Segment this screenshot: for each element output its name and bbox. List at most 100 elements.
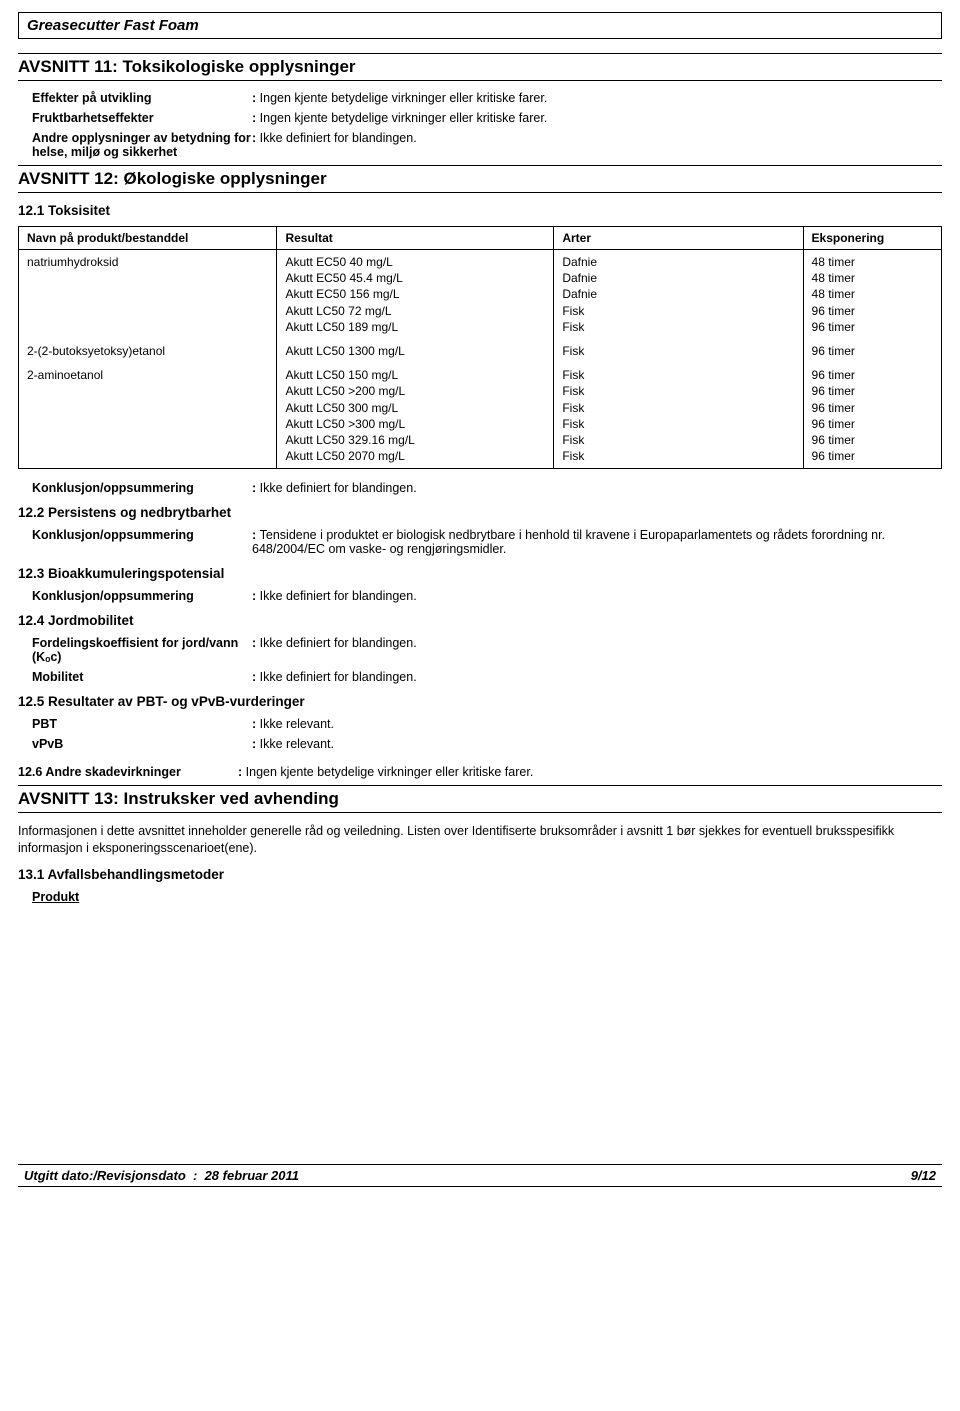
section-12-heading: AVSNITT 12: Økologiske opplysninger bbox=[18, 165, 942, 193]
kv-row: PBT Ikke relevant. bbox=[18, 717, 942, 731]
sub-12-4: 12.4 Jordmobilitet bbox=[18, 613, 942, 628]
kv-key-pbt: PBT bbox=[32, 717, 252, 731]
exposure-line: 96 timer bbox=[812, 383, 933, 399]
kv-val-pbt: Ikke relevant. bbox=[252, 717, 942, 731]
species-line: Fisk bbox=[562, 343, 794, 359]
conclusion-val: Ikke definiert for blandingen. bbox=[252, 589, 942, 603]
conclusion-key: Konklusjon/oppsummering bbox=[32, 528, 252, 556]
td-resultat: Akutt LC50 150 mg/L Akutt LC50 >200 mg/L… bbox=[277, 363, 554, 469]
exposure-line: 96 timer bbox=[812, 367, 933, 383]
td-name: 2-(2-butoksyetoksy)etanol bbox=[19, 339, 277, 363]
kv-row-conclusion-12-1: Konklusjon/oppsummering Ikke definiert f… bbox=[18, 481, 942, 495]
exposure-line: 96 timer bbox=[812, 343, 933, 359]
exposure-line: 96 timer bbox=[812, 400, 933, 416]
species-line: Fisk bbox=[562, 416, 794, 432]
kv-val-andre: Ikke definiert for blandingen. bbox=[252, 131, 942, 159]
result-line: Akutt LC50 >200 mg/L bbox=[285, 383, 545, 399]
species-line: Fisk bbox=[562, 319, 794, 335]
species-line: Fisk bbox=[562, 432, 794, 448]
conclusion-val: Tensidene i produktet er biologisk nedbr… bbox=[252, 528, 942, 556]
kv-key-fruktbarhet: Fruktbarhetseffekter bbox=[32, 111, 252, 125]
th-eksponering: Eksponering bbox=[803, 227, 941, 250]
td-resultat: Akutt EC50 40 mg/L Akutt EC50 45.4 mg/L … bbox=[277, 250, 554, 339]
kv-key-vpvb: vPvB bbox=[32, 737, 252, 751]
exposure-line: 96 timer bbox=[812, 432, 933, 448]
th-resultat: Resultat bbox=[277, 227, 554, 250]
section-11-heading: AVSNITT 11: Toksikologiske opplysninger bbox=[18, 53, 942, 81]
result-line: Akutt EC50 45.4 mg/L bbox=[285, 270, 545, 286]
exposure-line: 48 timer bbox=[812, 286, 933, 302]
sub-12-1: 12.1 Toksisitet bbox=[18, 203, 942, 218]
td-name: natriumhydroksid bbox=[19, 250, 277, 339]
kv-key-mobilitet: Mobilitet bbox=[32, 670, 252, 684]
conclusion-key: Konklusjon/oppsummering bbox=[32, 589, 252, 603]
kv-val-effekter: Ingen kjente betydelige virkninger eller… bbox=[252, 91, 942, 105]
page-footer: Utgitt dato:/Revisjonsdato 28 februar 20… bbox=[18, 1164, 942, 1187]
exposure-line: 48 timer bbox=[812, 270, 933, 286]
table-row: natriumhydroksid Akutt EC50 40 mg/L Akut… bbox=[19, 250, 942, 339]
species-line: Dafnie bbox=[562, 286, 794, 302]
kv-row: Andre opplysninger av betydning for hels… bbox=[18, 131, 942, 159]
td-arter: Fisk bbox=[554, 339, 803, 363]
kv-val-andre-skade: Ingen kjente betydelige virkninger eller… bbox=[238, 765, 942, 779]
td-resultat: Akutt LC50 1300 mg/L bbox=[277, 339, 554, 363]
kv-val-koc: Ikke definiert for blandingen. bbox=[252, 636, 942, 664]
doc-title: Greasecutter Fast Foam bbox=[18, 12, 942, 39]
conclusion-val: Ikke definiert for blandingen. bbox=[252, 481, 942, 495]
exposure-line: 96 timer bbox=[812, 319, 933, 335]
species-line: Dafnie bbox=[562, 254, 794, 270]
td-eksp: 96 timer bbox=[803, 339, 941, 363]
kv-key-koc: Fordelingskoeffisient for jord/vann (Kₒc… bbox=[32, 636, 252, 664]
substance-name: 2-(2-butoksyetoksy)etanol bbox=[27, 343, 268, 359]
kv-row: Mobilitet Ikke definiert for blandingen. bbox=[18, 670, 942, 684]
section-13-intro: Informasjonen i dette avsnittet innehold… bbox=[18, 823, 942, 857]
toxicity-table: Navn på produkt/bestanddel Resultat Arte… bbox=[18, 226, 942, 469]
td-arter: Fisk Fisk Fisk Fisk Fisk Fisk bbox=[554, 363, 803, 469]
table-row: 2-(2-butoksyetoksy)etanol Akutt LC50 130… bbox=[19, 339, 942, 363]
substance-name: natriumhydroksid bbox=[27, 254, 268, 270]
conclusion-key: Konklusjon/oppsummering bbox=[32, 481, 252, 495]
exposure-line: 48 timer bbox=[812, 254, 933, 270]
footer-page: 9/12 bbox=[911, 1168, 936, 1183]
sub-12-5: 12.5 Resultater av PBT- og vPvB-vurderin… bbox=[18, 694, 942, 709]
kv-val-vpvb: Ikke relevant. bbox=[252, 737, 942, 751]
td-arter: Dafnie Dafnie Dafnie Fisk Fisk bbox=[554, 250, 803, 339]
exposure-line: 96 timer bbox=[812, 416, 933, 432]
kv-val-fruktbarhet: Ingen kjente betydelige virkninger eller… bbox=[252, 111, 942, 125]
result-line: Akutt LC50 >300 mg/L bbox=[285, 416, 545, 432]
th-name: Navn på produkt/bestanddel bbox=[19, 227, 277, 250]
result-line: Akutt LC50 150 mg/L bbox=[285, 367, 545, 383]
section-13-heading: AVSNITT 13: Instruksker ved avhending bbox=[18, 785, 942, 813]
result-line: Akutt LC50 300 mg/L bbox=[285, 400, 545, 416]
th-arter: Arter bbox=[554, 227, 803, 250]
kv-val-mobilitet: Ikke definiert for blandingen. bbox=[252, 670, 942, 684]
species-line: Fisk bbox=[562, 303, 794, 319]
result-line: Akutt EC50 156 mg/L bbox=[285, 286, 545, 302]
result-line: Akutt LC50 72 mg/L bbox=[285, 303, 545, 319]
sub-13-1-produkt: Produkt bbox=[32, 890, 942, 904]
species-line: Fisk bbox=[562, 448, 794, 464]
td-name: 2-aminoetanol bbox=[19, 363, 277, 469]
kv-key-effekter: Effekter på utvikling bbox=[32, 91, 252, 105]
footer-label: Utgitt dato:/Revisjonsdato bbox=[24, 1168, 193, 1183]
table-row: 2-aminoetanol Akutt LC50 150 mg/L Akutt … bbox=[19, 363, 942, 469]
sub-13-1: 13.1 Avfallsbehandlingsmetoder bbox=[18, 867, 942, 882]
kv-row-12-6: 12.6 Andre skadevirkninger Ingen kjente … bbox=[18, 765, 942, 779]
substance-name: 2-aminoetanol bbox=[27, 367, 268, 383]
species-line: Fisk bbox=[562, 367, 794, 383]
exposure-line: 96 timer bbox=[812, 303, 933, 319]
result-line: Akutt EC50 40 mg/L bbox=[285, 254, 545, 270]
kv-row: vPvB Ikke relevant. bbox=[18, 737, 942, 751]
td-eksp: 48 timer 48 timer 48 timer 96 timer 96 t… bbox=[803, 250, 941, 339]
exposure-line: 96 timer bbox=[812, 448, 933, 464]
kv-row-conclusion-12-2: Konklusjon/oppsummering Tensidene i prod… bbox=[18, 528, 942, 556]
result-line: Akutt LC50 2070 mg/L bbox=[285, 448, 545, 464]
td-eksp: 96 timer 96 timer 96 timer 96 timer 96 t… bbox=[803, 363, 941, 469]
kv-row: Effekter på utvikling Ingen kjente betyd… bbox=[18, 91, 942, 105]
result-line: Akutt LC50 1300 mg/L bbox=[285, 343, 545, 359]
species-line: Fisk bbox=[562, 400, 794, 416]
result-line: Akutt LC50 329.16 mg/L bbox=[285, 432, 545, 448]
kv-row-conclusion-12-3: Konklusjon/oppsummering Ikke definiert f… bbox=[18, 589, 942, 603]
species-line: Dafnie bbox=[562, 270, 794, 286]
kv-key-andre-skade: 12.6 Andre skadevirkninger bbox=[18, 765, 238, 779]
